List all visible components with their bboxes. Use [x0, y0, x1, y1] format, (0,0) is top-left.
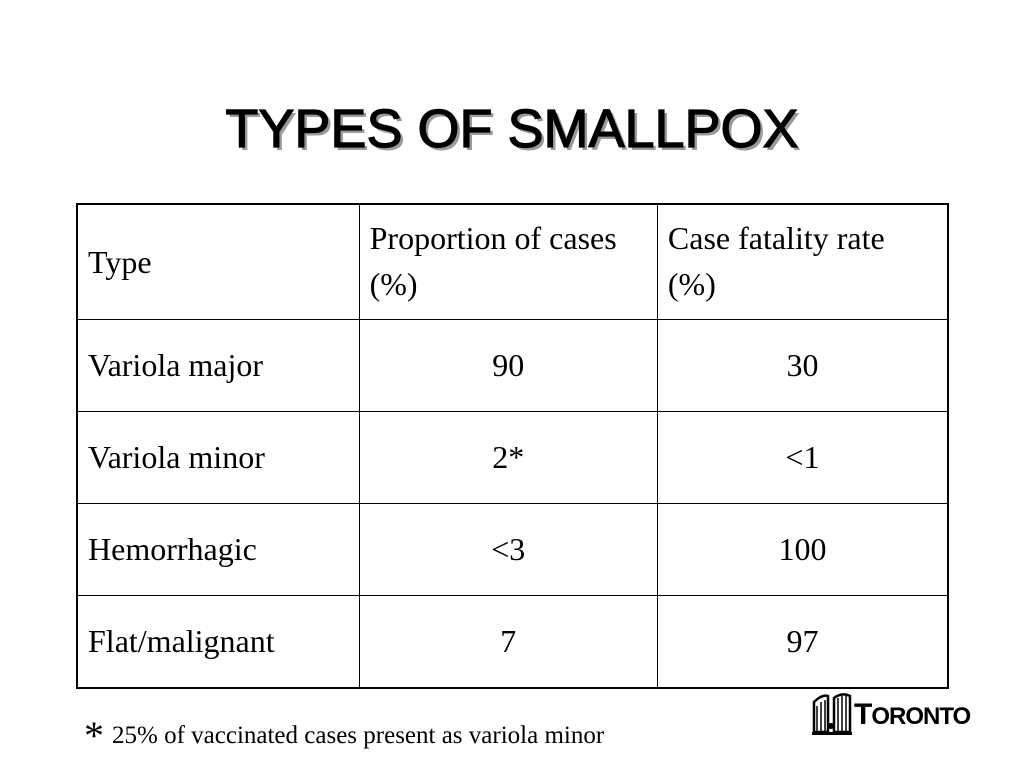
- smallpox-types-table: Type Proportion of cases (%) Case fatali…: [76, 203, 949, 689]
- slide-title: TYPES OF SMALLPOX: [225, 98, 799, 159]
- cell-proportion: 7: [358, 595, 658, 689]
- toronto-logo: TORONTO: [812, 692, 971, 738]
- header-fatality-rate: Case fatality rate (%): [656, 203, 949, 320]
- cell-fatality: 97: [656, 595, 949, 689]
- footnote-marker: *: [84, 713, 104, 758]
- cell-fatality: <1: [656, 411, 949, 504]
- header-proportion: Proportion of cases (%): [358, 203, 658, 320]
- cell-type: Variola minor: [76, 411, 360, 504]
- toronto-city-hall-icon: [812, 693, 852, 735]
- table-row: Hemorrhagic <3 100: [76, 503, 949, 596]
- footnote: * 25% of vaccinated cases present as vari…: [84, 712, 604, 759]
- cell-fatality: 100: [656, 503, 949, 596]
- cell-type: Variola major: [76, 319, 360, 412]
- header-type: Type: [76, 203, 360, 320]
- cell-proportion: <3: [358, 503, 658, 596]
- cell-type: Hemorrhagic: [76, 503, 360, 596]
- table-row: Flat/malignant 7 97: [76, 595, 949, 689]
- toronto-wordmark: TORONTO: [854, 698, 971, 731]
- cell-proportion: 90: [358, 319, 658, 412]
- cell-type: Flat/malignant: [76, 595, 360, 689]
- cell-proportion: 2*: [358, 411, 658, 504]
- footnote-text: 25% of vaccinated cases present as vario…: [112, 722, 605, 749]
- cell-fatality: 30: [656, 319, 949, 412]
- table-row: Variola minor 2* <1: [76, 411, 949, 504]
- table-row: Variola major 90 30: [76, 319, 949, 412]
- table-header-row: Type Proportion of cases (%) Case fatali…: [76, 203, 949, 320]
